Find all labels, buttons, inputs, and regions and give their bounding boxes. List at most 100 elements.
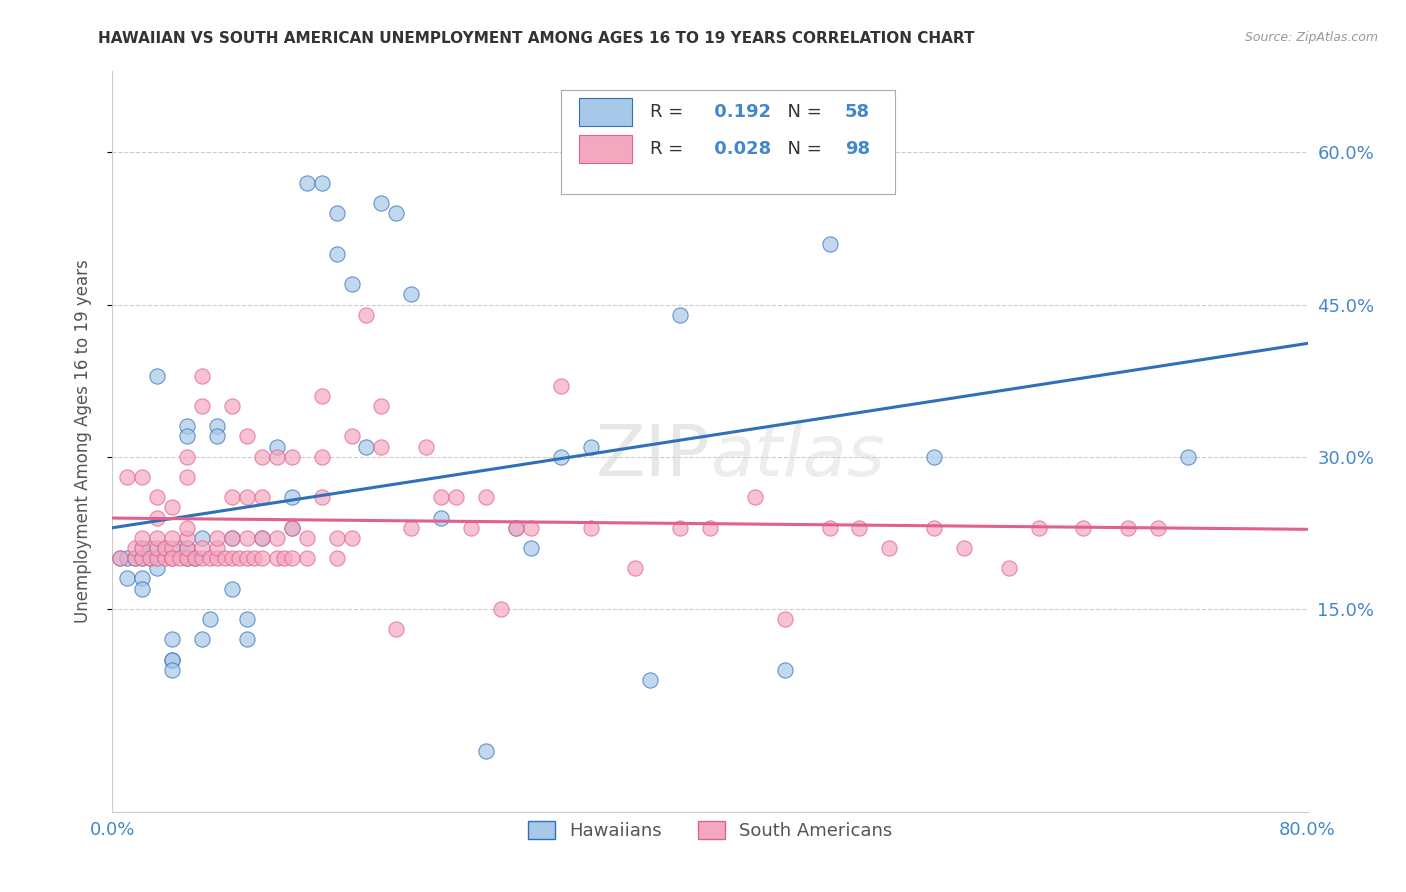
Point [153,551,176,566]
Point [773,612,796,626]
FancyBboxPatch shape [561,90,896,194]
Point [124,551,146,566]
Point [505,521,527,535]
Point [520,541,543,555]
Text: R =: R = [651,103,689,121]
Point [401,287,423,301]
Bar [579,98,633,126]
Point [311,176,333,190]
Point [176,551,198,566]
Point [1118,521,1140,535]
Point [124,541,146,555]
Point [295,531,318,545]
Point [205,551,228,566]
Point [162,551,183,566]
Point [146,551,169,566]
Point [191,632,214,647]
Point [475,744,498,758]
Point [281,491,304,505]
Point [176,450,198,464]
Point [520,521,543,535]
Point [124,551,146,566]
Point [236,491,259,505]
Point [221,531,243,545]
Point [183,551,205,566]
Point [370,399,392,413]
Point [169,541,191,555]
Point [430,510,453,524]
Point [250,551,273,566]
Text: N =: N = [776,103,827,121]
Text: atlas: atlas [710,422,884,491]
Point [744,491,766,505]
Point [183,551,205,566]
Point [550,378,572,392]
Point [848,521,870,535]
Y-axis label: Unemployment Among Ages 16 to 19 years: Unemployment Among Ages 16 to 19 years [73,260,91,624]
Point [273,551,295,566]
Point [370,196,392,211]
Point [922,521,945,535]
Point [108,551,131,566]
Point [236,612,259,626]
Point [205,531,228,545]
Point [640,673,662,687]
Point [176,429,198,443]
Point [266,531,288,545]
Point [325,531,347,545]
Point [146,510,169,524]
Point [162,500,183,515]
Point [236,632,259,647]
Point [162,551,183,566]
Point [1073,521,1095,535]
Point [146,531,169,545]
Point [176,541,198,555]
Point [198,551,221,566]
Legend: Hawaiians, South Americans: Hawaiians, South Americans [520,814,900,847]
Point [228,551,250,566]
Point [162,652,183,666]
Point [579,440,602,454]
Point [176,419,198,434]
Point [444,491,467,505]
Text: N =: N = [776,140,827,158]
Point [430,491,453,505]
Point [221,491,243,505]
Point [146,561,169,575]
Point [281,521,304,535]
Point [176,531,198,545]
Point [162,652,183,666]
Point [191,531,214,545]
Point [295,551,318,566]
Point [198,612,221,626]
Point [340,531,363,545]
Point [281,450,304,464]
Point [243,551,266,566]
Point [311,491,333,505]
Point [153,541,176,555]
Point [879,541,901,555]
Point [1177,450,1199,464]
Point [131,571,153,585]
Point [176,551,198,566]
Point [205,419,228,434]
Point [325,247,347,261]
Point [998,561,1021,575]
Point [460,521,482,535]
Point [221,531,243,545]
Point [818,236,841,251]
Point [1028,521,1050,535]
Text: 58: 58 [845,103,870,121]
Point [669,521,692,535]
Point [117,470,139,484]
Point [236,429,259,443]
Point [146,551,169,566]
Point [176,470,198,484]
Point [117,551,139,566]
Point [624,561,647,575]
Point [475,491,498,505]
Point [266,450,288,464]
Point [205,429,228,443]
Text: 0.192: 0.192 [707,103,770,121]
Point [281,521,304,535]
